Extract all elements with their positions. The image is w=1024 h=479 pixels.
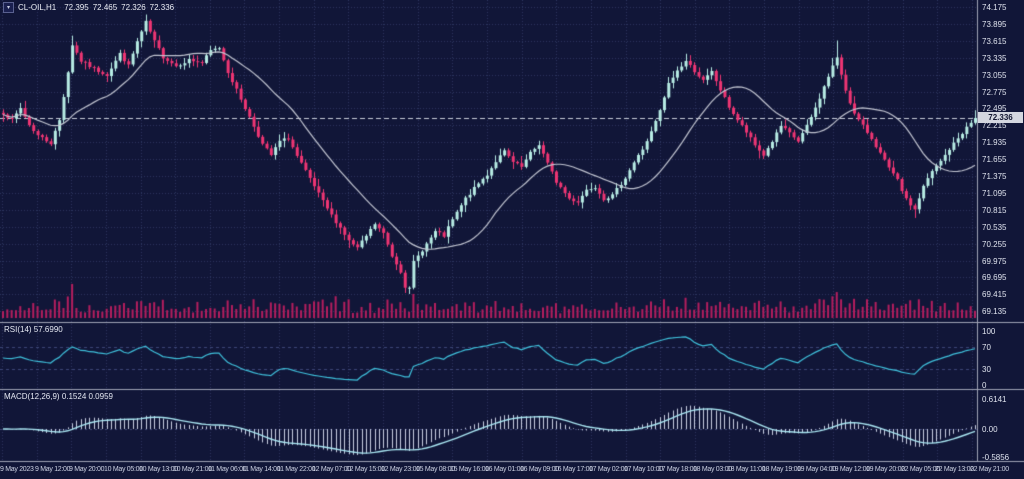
ohlc-open: 72.395 bbox=[64, 3, 89, 12]
symbol-period-label: CL-OIL,H1 bbox=[18, 3, 57, 12]
rsi-indicator-label: RSI(14) 57.6990 bbox=[4, 325, 63, 334]
ohlc-high: 72.465 bbox=[92, 3, 118, 12]
symbol-dropdown-icon[interactable]: ▾ bbox=[3, 2, 14, 13]
ohlc-close: 72.336 bbox=[149, 3, 175, 12]
macd-indicator-label: MACD(12,26,9) 0.1524 0.0959 bbox=[4, 392, 113, 401]
current-price-badge: 72.336 bbox=[978, 112, 1023, 123]
chart-title-bar: ▾ CL-OIL,H1 72.395 72.465 72.326 72.336 bbox=[3, 2, 174, 13]
ohlc-low: 72.326 bbox=[121, 3, 146, 12]
